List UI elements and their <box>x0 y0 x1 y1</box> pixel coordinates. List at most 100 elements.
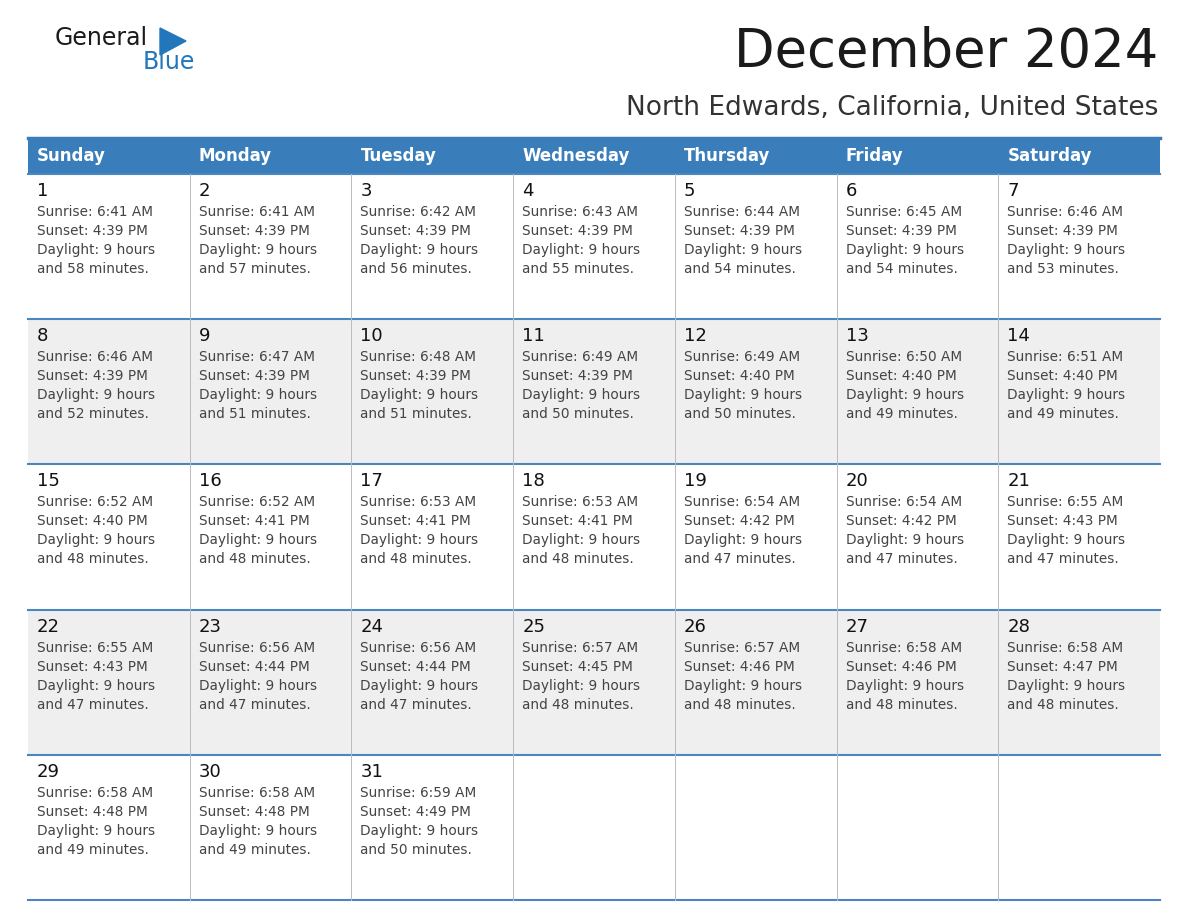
Text: Daylight: 9 hours: Daylight: 9 hours <box>684 388 802 402</box>
Text: 9: 9 <box>198 327 210 345</box>
Bar <box>29 138 1159 174</box>
Text: Sunset: 4:47 PM: Sunset: 4:47 PM <box>1007 660 1118 674</box>
Text: December 2024: December 2024 <box>734 26 1158 78</box>
Text: and 48 minutes.: and 48 minutes. <box>684 698 796 711</box>
Text: and 58 minutes.: and 58 minutes. <box>37 262 148 276</box>
Text: Sunset: 4:48 PM: Sunset: 4:48 PM <box>198 805 309 819</box>
Text: Wednesday: Wednesday <box>523 147 630 165</box>
Text: Sunrise: 6:43 AM: Sunrise: 6:43 AM <box>523 205 638 219</box>
Text: Saturday: Saturday <box>1007 147 1092 165</box>
Text: Sunrise: 6:49 AM: Sunrise: 6:49 AM <box>684 350 800 364</box>
Text: Sunrise: 6:52 AM: Sunrise: 6:52 AM <box>198 496 315 509</box>
Text: and 48 minutes.: and 48 minutes. <box>198 553 310 566</box>
Text: Sunrise: 6:45 AM: Sunrise: 6:45 AM <box>846 205 962 219</box>
Text: and 53 minutes.: and 53 minutes. <box>1007 262 1119 276</box>
Text: and 51 minutes.: and 51 minutes. <box>198 408 310 421</box>
Text: and 54 minutes.: and 54 minutes. <box>846 262 958 276</box>
Text: Sunset: 4:42 PM: Sunset: 4:42 PM <box>684 514 795 529</box>
Text: Sunset: 4:39 PM: Sunset: 4:39 PM <box>360 224 472 238</box>
Text: Daylight: 9 hours: Daylight: 9 hours <box>360 388 479 402</box>
Text: Daylight: 9 hours: Daylight: 9 hours <box>684 678 802 692</box>
Text: 27: 27 <box>846 618 868 635</box>
Text: Sunset: 4:42 PM: Sunset: 4:42 PM <box>846 514 956 529</box>
Text: 7: 7 <box>1007 182 1019 200</box>
Text: Sunrise: 6:54 AM: Sunrise: 6:54 AM <box>846 496 962 509</box>
Text: Sunset: 4:39 PM: Sunset: 4:39 PM <box>198 224 310 238</box>
Text: 18: 18 <box>523 473 545 490</box>
Text: 28: 28 <box>1007 618 1030 635</box>
Text: Sunrise: 6:48 AM: Sunrise: 6:48 AM <box>360 350 476 364</box>
Text: Sunrise: 6:54 AM: Sunrise: 6:54 AM <box>684 496 800 509</box>
Text: 8: 8 <box>37 327 49 345</box>
Text: Sunrise: 6:55 AM: Sunrise: 6:55 AM <box>1007 496 1124 509</box>
Text: Daylight: 9 hours: Daylight: 9 hours <box>684 533 802 547</box>
Text: North Edwards, California, United States: North Edwards, California, United States <box>626 95 1158 121</box>
Text: Daylight: 9 hours: Daylight: 9 hours <box>523 388 640 402</box>
Bar <box>29 610 1159 755</box>
Text: Daylight: 9 hours: Daylight: 9 hours <box>360 823 479 838</box>
Text: Sunset: 4:39 PM: Sunset: 4:39 PM <box>1007 224 1118 238</box>
Text: 19: 19 <box>684 473 707 490</box>
Text: Daylight: 9 hours: Daylight: 9 hours <box>198 823 317 838</box>
Text: 20: 20 <box>846 473 868 490</box>
Text: Daylight: 9 hours: Daylight: 9 hours <box>37 678 156 692</box>
Text: and 50 minutes.: and 50 minutes. <box>684 408 796 421</box>
Text: Sunrise: 6:50 AM: Sunrise: 6:50 AM <box>846 350 962 364</box>
Text: and 49 minutes.: and 49 minutes. <box>198 843 310 856</box>
Text: Sunset: 4:40 PM: Sunset: 4:40 PM <box>846 369 956 383</box>
Text: Daylight: 9 hours: Daylight: 9 hours <box>198 533 317 547</box>
Text: Sunrise: 6:58 AM: Sunrise: 6:58 AM <box>846 641 962 655</box>
Text: Sunset: 4:40 PM: Sunset: 4:40 PM <box>1007 369 1118 383</box>
Text: Sunrise: 6:41 AM: Sunrise: 6:41 AM <box>198 205 315 219</box>
Text: and 49 minutes.: and 49 minutes. <box>1007 408 1119 421</box>
Text: 13: 13 <box>846 327 868 345</box>
Text: Sunset: 4:41 PM: Sunset: 4:41 PM <box>523 514 633 529</box>
Text: 29: 29 <box>37 763 61 781</box>
Text: Sunrise: 6:42 AM: Sunrise: 6:42 AM <box>360 205 476 219</box>
Text: 21: 21 <box>1007 473 1030 490</box>
Text: Sunrise: 6:58 AM: Sunrise: 6:58 AM <box>1007 641 1124 655</box>
Text: Sunset: 4:40 PM: Sunset: 4:40 PM <box>684 369 795 383</box>
Text: Daylight: 9 hours: Daylight: 9 hours <box>1007 533 1125 547</box>
Text: 26: 26 <box>684 618 707 635</box>
Text: and 47 minutes.: and 47 minutes. <box>846 553 958 566</box>
Text: Sunset: 4:39 PM: Sunset: 4:39 PM <box>523 224 633 238</box>
Text: 6: 6 <box>846 182 857 200</box>
Text: Daylight: 9 hours: Daylight: 9 hours <box>1007 243 1125 257</box>
Text: Sunset: 4:39 PM: Sunset: 4:39 PM <box>37 224 147 238</box>
Text: Daylight: 9 hours: Daylight: 9 hours <box>198 678 317 692</box>
Text: Daylight: 9 hours: Daylight: 9 hours <box>846 533 963 547</box>
Text: Sunset: 4:41 PM: Sunset: 4:41 PM <box>360 514 472 529</box>
Text: 30: 30 <box>198 763 221 781</box>
Text: Sunset: 4:44 PM: Sunset: 4:44 PM <box>360 660 472 674</box>
Bar <box>29 319 1159 465</box>
Text: Sunrise: 6:51 AM: Sunrise: 6:51 AM <box>1007 350 1124 364</box>
Text: Sunset: 4:49 PM: Sunset: 4:49 PM <box>360 805 472 819</box>
Text: Sunrise: 6:57 AM: Sunrise: 6:57 AM <box>684 641 800 655</box>
Text: Sunset: 4:39 PM: Sunset: 4:39 PM <box>198 369 310 383</box>
Text: 16: 16 <box>198 473 221 490</box>
Text: Sunset: 4:43 PM: Sunset: 4:43 PM <box>1007 514 1118 529</box>
Text: and 47 minutes.: and 47 minutes. <box>37 698 148 711</box>
Text: and 50 minutes.: and 50 minutes. <box>360 843 473 856</box>
Text: Sunset: 4:39 PM: Sunset: 4:39 PM <box>684 224 795 238</box>
Text: Monday: Monday <box>198 147 272 165</box>
Text: Sunset: 4:43 PM: Sunset: 4:43 PM <box>37 660 147 674</box>
Text: and 47 minutes.: and 47 minutes. <box>1007 553 1119 566</box>
Text: Tuesday: Tuesday <box>360 147 436 165</box>
Text: and 48 minutes.: and 48 minutes. <box>523 698 634 711</box>
Text: Sunday: Sunday <box>37 147 106 165</box>
Text: and 49 minutes.: and 49 minutes. <box>37 843 148 856</box>
Text: 17: 17 <box>360 473 384 490</box>
Text: 23: 23 <box>198 618 222 635</box>
Text: Daylight: 9 hours: Daylight: 9 hours <box>360 678 479 692</box>
Text: Sunrise: 6:47 AM: Sunrise: 6:47 AM <box>198 350 315 364</box>
Text: Daylight: 9 hours: Daylight: 9 hours <box>198 243 317 257</box>
Text: Daylight: 9 hours: Daylight: 9 hours <box>37 533 156 547</box>
Text: Sunrise: 6:58 AM: Sunrise: 6:58 AM <box>198 786 315 800</box>
Text: Daylight: 9 hours: Daylight: 9 hours <box>37 823 156 838</box>
Text: Daylight: 9 hours: Daylight: 9 hours <box>360 533 479 547</box>
Text: 25: 25 <box>523 618 545 635</box>
Text: 24: 24 <box>360 618 384 635</box>
Text: Daylight: 9 hours: Daylight: 9 hours <box>684 243 802 257</box>
